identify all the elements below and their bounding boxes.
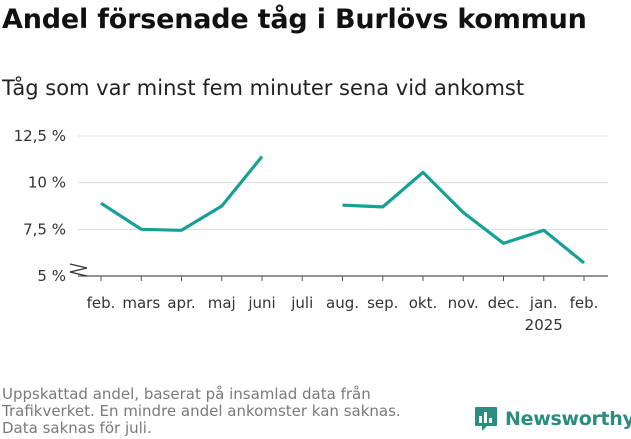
x-year-label: 2025 — [525, 316, 563, 334]
x-tick-label: sep. — [367, 294, 398, 312]
series-line-segment — [100, 155, 264, 232]
footnote-line: Data saknas för juli. — [2, 419, 152, 437]
brand-name: Newsworthy — [505, 408, 631, 430]
x-tick-label: mars — [122, 294, 160, 312]
x-tick-label: feb. — [570, 294, 599, 312]
y-tick-label: 5 % — [37, 267, 66, 285]
x-tick-label: dec. — [488, 294, 520, 312]
line-chart: 5 % 7,5 % 10 % 12,5 % feb. mars apr. maj juni jul… — [14, 127, 608, 334]
series-line-segment — [342, 170, 586, 265]
x-tick-label: okt. — [409, 294, 438, 312]
y-tick-label: 10 % — [28, 174, 66, 192]
x-tick-label: maj — [208, 294, 236, 312]
axis-break-icon — [69, 263, 88, 277]
x-tick-label: aug. — [326, 294, 359, 312]
chart-title: Andel försenade tåg i Burlövs kommun — [2, 4, 587, 35]
x-tick-label: juni — [247, 294, 275, 312]
x-tick-label: feb. — [87, 294, 116, 312]
x-tick-label: jan. — [529, 294, 558, 312]
brand: Newsworthy — [474, 406, 631, 432]
x-tick-label: apr. — [167, 294, 195, 312]
x-tick-label: juli — [290, 294, 313, 312]
chart-subtitle: Tåg som var minst fem minuter sena vid a… — [2, 76, 525, 100]
footnote-line: Trafikverket. En mindre andel ankomster … — [2, 402, 401, 420]
newsworthy-logo-icon — [475, 407, 497, 431]
footnote-line: Uppskattad andel, baserat på insamlad da… — [2, 385, 371, 403]
y-tick-label: 7,5 % — [23, 220, 66, 238]
footnote: Uppskattad andel, baserat på insamlad da… — [2, 386, 442, 437]
x-tick-label: nov. — [448, 294, 479, 312]
y-tick-label: 12,5 % — [14, 127, 66, 145]
